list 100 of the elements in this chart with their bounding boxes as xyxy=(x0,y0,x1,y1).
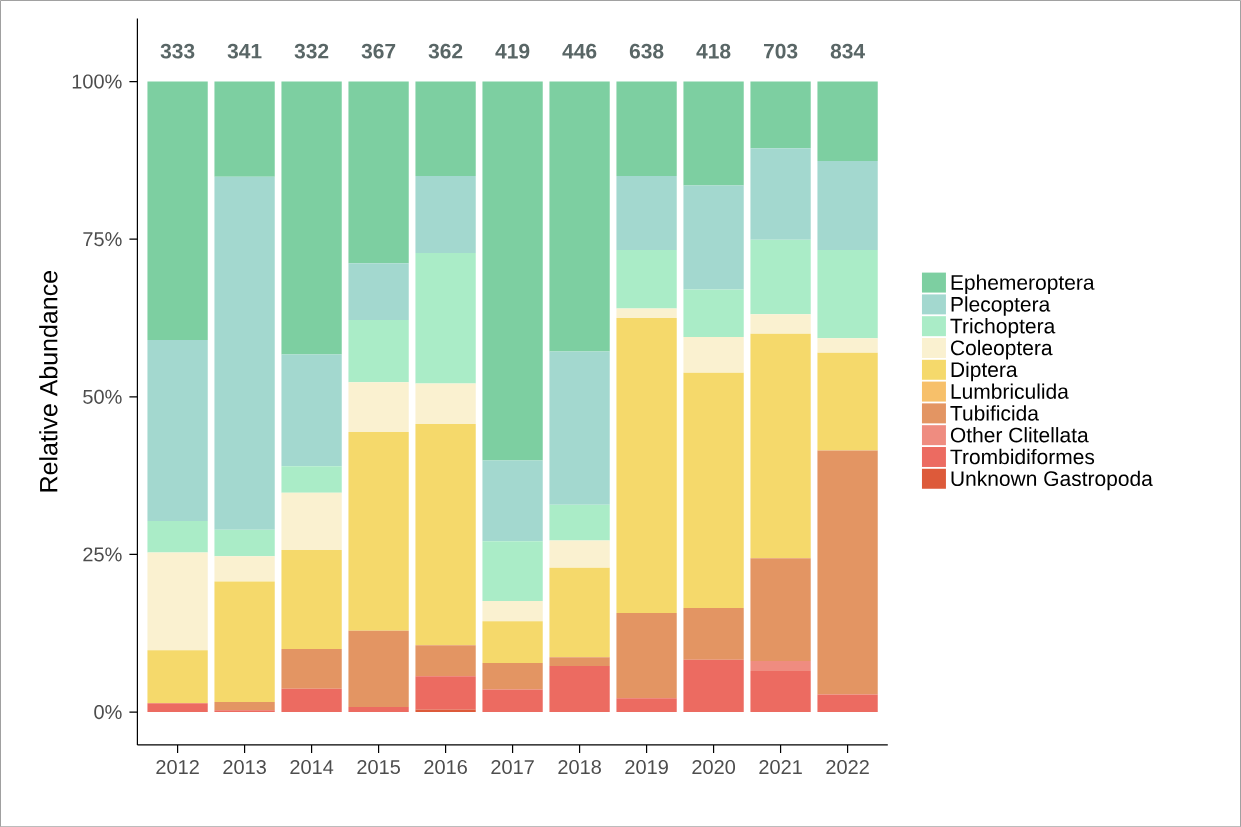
bar xyxy=(683,607,744,660)
annotation: 362 xyxy=(428,43,463,59)
bar xyxy=(750,333,811,559)
legend-label: Diptera xyxy=(951,361,1018,382)
bar xyxy=(683,81,744,186)
legend-label: Ephemeroptera xyxy=(951,274,1095,294)
bar xyxy=(281,492,342,550)
x-tick-label: 2018 xyxy=(558,759,601,774)
bar xyxy=(549,351,610,505)
bar xyxy=(482,621,543,663)
x-tick-label: 2021 xyxy=(759,759,802,774)
y-tick-label: 0% xyxy=(94,704,122,719)
x-tick-label: 2019 xyxy=(625,759,668,774)
bar xyxy=(147,552,208,651)
x-tick-label: 2022 xyxy=(826,759,869,774)
y-tick-label: 50% xyxy=(83,389,122,404)
x-tick-label: 2013 xyxy=(223,759,266,774)
bar xyxy=(281,648,342,689)
legend-label: Lumbriculida xyxy=(951,383,1069,399)
bar xyxy=(750,81,811,149)
bar xyxy=(549,81,610,352)
bar xyxy=(817,81,878,161)
bar xyxy=(281,354,342,467)
bar xyxy=(147,650,208,704)
bar xyxy=(817,694,878,712)
bar xyxy=(348,706,409,712)
bar xyxy=(683,185,744,290)
bar xyxy=(281,549,342,649)
bar xyxy=(750,670,811,712)
y-tick-label: 25% xyxy=(83,547,122,562)
bar xyxy=(281,81,342,355)
legend-label: Trichoptera xyxy=(950,317,1056,338)
annotation: 419 xyxy=(495,43,530,59)
bar xyxy=(750,314,811,334)
bar xyxy=(549,540,610,568)
bar xyxy=(616,317,677,613)
bar xyxy=(214,556,275,582)
bar xyxy=(415,81,476,176)
bar xyxy=(214,81,275,177)
annotation: 332 xyxy=(294,43,329,59)
bar xyxy=(147,81,208,340)
bar xyxy=(482,600,543,622)
bar xyxy=(482,541,543,601)
y-axis-title: Relative Abundance xyxy=(39,270,58,492)
bar xyxy=(817,338,878,353)
bar xyxy=(817,249,878,339)
bar xyxy=(482,662,543,690)
bar xyxy=(817,352,878,451)
bar xyxy=(549,657,610,666)
annotation: 367 xyxy=(361,43,396,59)
legend-label: Plecoptera xyxy=(951,296,1051,316)
bar xyxy=(549,567,610,658)
bar xyxy=(348,382,409,432)
bar xyxy=(214,581,275,702)
legend-label: Tubificida xyxy=(950,405,1039,421)
bar xyxy=(549,665,610,712)
bar xyxy=(683,289,744,337)
bar xyxy=(415,252,476,384)
annotation: 703 xyxy=(764,43,798,59)
bar xyxy=(214,176,275,530)
bar xyxy=(147,520,208,553)
annotation: 834 xyxy=(830,43,865,59)
x-tick-label: 2014 xyxy=(290,759,334,774)
bar xyxy=(415,383,476,424)
legend-label: Other Clitellata xyxy=(950,426,1089,443)
x-tick-label: 2015 xyxy=(357,759,400,774)
x-tick-label: 2016 xyxy=(424,759,467,774)
annotation: 418 xyxy=(696,43,731,59)
bar xyxy=(281,466,342,493)
bar xyxy=(147,703,208,712)
annotation: 341 xyxy=(227,43,262,59)
x-tick-label: 2017 xyxy=(491,759,534,774)
bar xyxy=(415,645,476,676)
bar xyxy=(147,339,208,521)
bar xyxy=(683,372,744,608)
bar xyxy=(616,249,677,309)
y-tick-label: 100% xyxy=(72,74,122,89)
bar xyxy=(683,336,744,373)
bar xyxy=(415,175,476,253)
bar xyxy=(750,148,811,240)
bar xyxy=(683,659,744,712)
bar xyxy=(482,689,543,712)
y-tick-label: 75% xyxy=(83,231,122,247)
bar xyxy=(214,701,275,711)
bar xyxy=(616,175,677,250)
bar xyxy=(348,319,409,383)
bar xyxy=(348,630,409,707)
bar xyxy=(281,688,342,712)
x-tick-label: 2012 xyxy=(156,759,199,774)
bar xyxy=(348,431,409,631)
bar xyxy=(482,460,543,542)
bar xyxy=(616,81,677,176)
bar xyxy=(214,529,275,557)
bar xyxy=(348,262,409,320)
annotation: 638 xyxy=(629,43,664,59)
bar xyxy=(482,81,543,461)
legend-label: Trombidiformes xyxy=(950,448,1095,465)
bar xyxy=(750,239,811,315)
bar xyxy=(817,450,878,695)
bar xyxy=(616,612,677,699)
